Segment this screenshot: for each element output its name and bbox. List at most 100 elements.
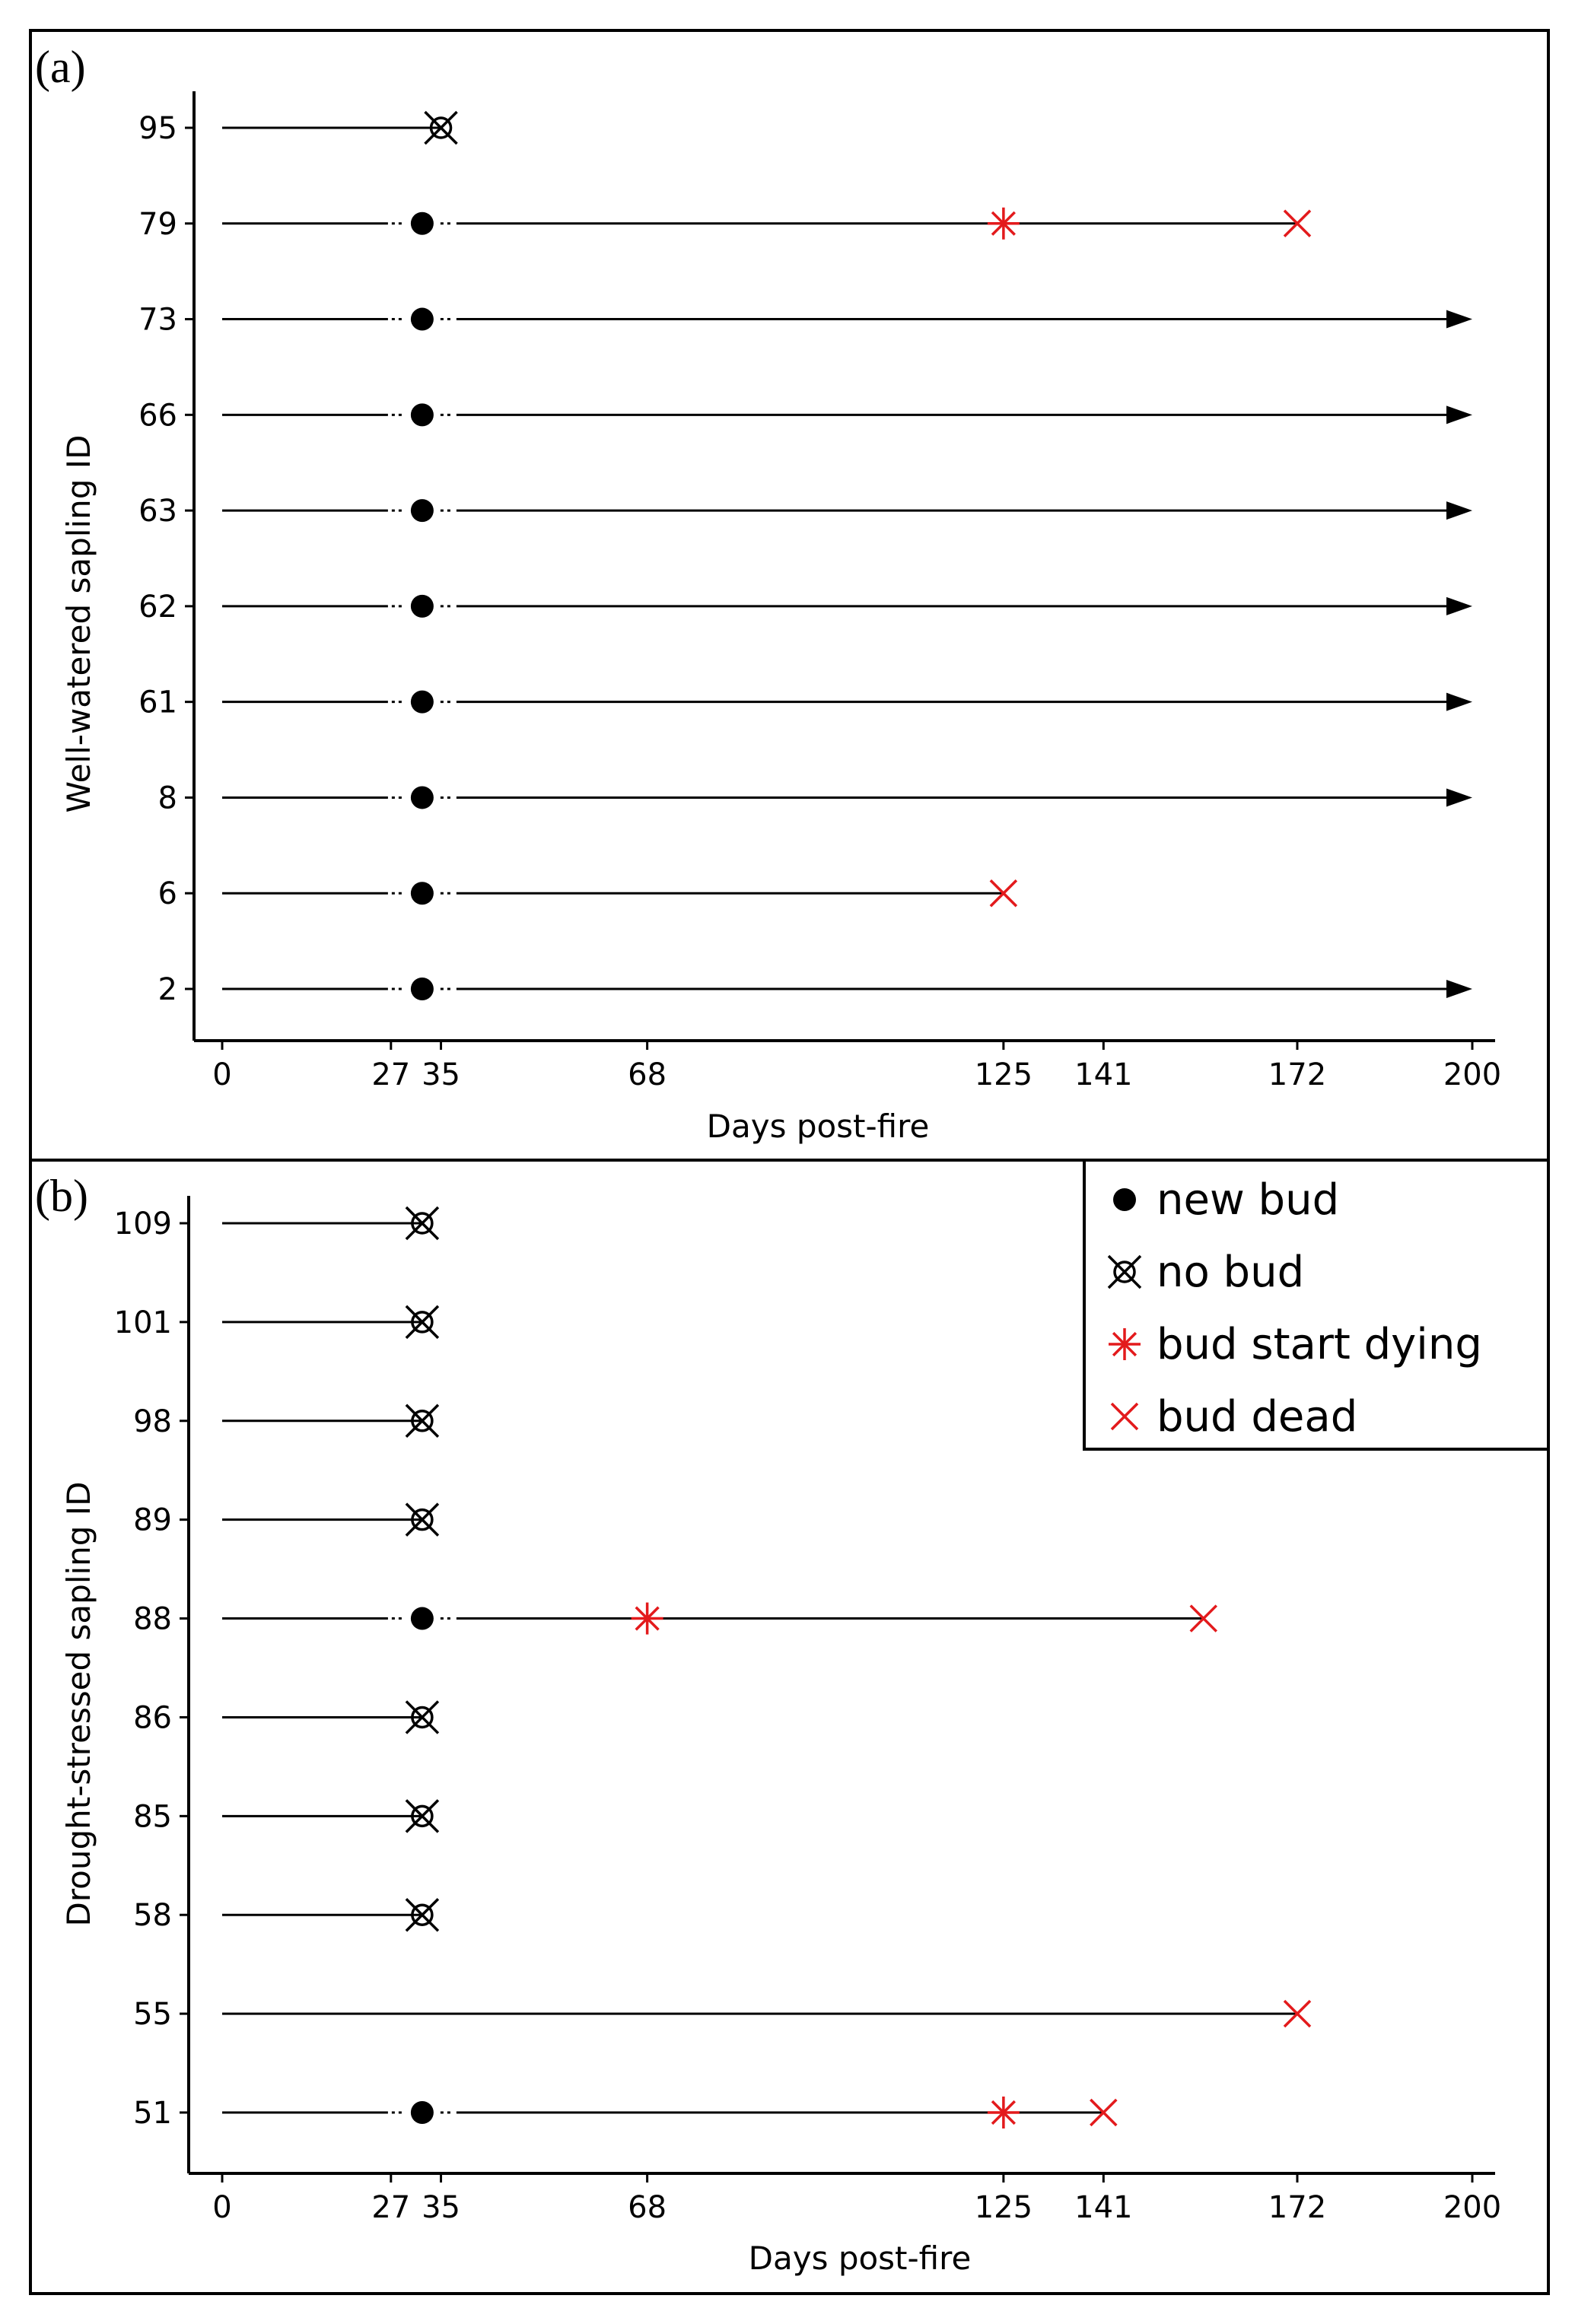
legend-item-no-bud: no bud	[1107, 1248, 1304, 1297]
panel-a-no-bud-marker	[424, 110, 458, 145]
panel-a-new-bud-marker	[410, 978, 434, 1000]
panel-b-frame	[29, 1159, 1550, 2295]
panel-a-x-tick-label: 200	[1443, 1057, 1501, 1092]
panel-a-new-bud-marker	[410, 307, 434, 331]
panel-b-sapling-row	[222, 1602, 1217, 1635]
panel-a-sapling-row	[222, 307, 1472, 331]
panel-a-arrowhead	[1446, 596, 1472, 615]
panel-b-sapling-row	[222, 1404, 440, 1439]
panel-b-y-tick-label: 85	[133, 1799, 172, 1834]
legend-item-new-bud: new bud	[1113, 1175, 1339, 1225]
panel-b-y-tick-label: 101	[114, 1305, 172, 1340]
panel-b-y-tick-label: 88	[133, 1602, 172, 1637]
legend-item-bud-start-dying: bud start dying	[1109, 1320, 1482, 1369]
panel-a-sapling-row	[222, 879, 1018, 908]
panel-b-sapling-row	[222, 1700, 440, 1734]
panel-a-y-tick-label: 95	[138, 111, 177, 146]
panel-b-bud-start-dying-marker	[987, 2097, 1020, 2128]
panel-b-y-tick-label: 109	[114, 1207, 172, 1241]
panel-a-bud-dead-marker	[1283, 209, 1312, 238]
panel-a-new-bud-marker	[410, 594, 434, 618]
panel-b-sapling-row	[222, 1897, 440, 1932]
legend-label: bud dead	[1157, 1392, 1357, 1442]
panel-b-y-tick-label: 58	[133, 1898, 172, 1933]
panel-a-sapling-row	[222, 403, 1472, 427]
panel-b-new-bud-marker	[410, 1607, 434, 1630]
legend-no-bud-marker	[1107, 1254, 1142, 1289]
panel-a-bud-dead-marker	[989, 879, 1018, 908]
panel-b-y-tick-label: 98	[133, 1404, 172, 1439]
panel-a-new-bud-marker	[410, 882, 434, 905]
panel-b-sapling-row	[222, 1206, 440, 1241]
legend-bud-start-dying-marker	[1109, 1328, 1141, 1360]
legend-bud-dead-marker	[1110, 1402, 1139, 1431]
panel-a-arrowhead	[1446, 405, 1472, 424]
panel-b-x-tick-label: 172	[1268, 2190, 1326, 2225]
panel-b-no-bud-marker	[405, 1502, 440, 1537]
panel-b-bud-dead-marker	[1090, 2098, 1118, 2127]
panel-a-label: (a)	[35, 42, 86, 92]
panel-a-y-tick-label: 8	[158, 780, 177, 815]
panel-a-sapling-row	[222, 594, 1472, 618]
legend: new bud no bud bud start dying bud dead	[1083, 1159, 1550, 1451]
panel-b-bud-dead-marker	[1283, 1999, 1312, 2028]
panel-b-x-tick-label: 0	[212, 2190, 231, 2225]
panel-b-no-bud-marker	[405, 1404, 440, 1439]
panel-b-no-bud-marker	[405, 1206, 440, 1241]
legend-item-bud-dead: bud dead	[1110, 1392, 1357, 1442]
panel-a-new-bud-marker	[410, 690, 434, 714]
panel-b-y-tick-label: 86	[133, 1700, 172, 1735]
panel-b-x-tick-label: 27	[371, 2190, 410, 2225]
legend-label: no bud	[1157, 1248, 1304, 1297]
panel-a-new-bud-marker	[410, 403, 434, 427]
panel-a-new-bud-marker	[410, 786, 434, 809]
panel-a-y-tick-label: 73	[138, 303, 177, 338]
panel-a-sapling-row	[222, 690, 1472, 714]
panel-a-arrowhead	[1446, 788, 1472, 807]
panel-a-y-tick-label: 79	[138, 207, 177, 242]
panel-a-arrowhead	[1446, 980, 1472, 998]
panel-b-y-tick-label: 55	[133, 1997, 172, 2032]
panel-a-x-tick-label: 68	[628, 1057, 667, 1092]
panel-a-sapling-row	[222, 786, 1472, 809]
panel-b-xlabel: Days post-fire	[749, 2240, 972, 2277]
panel-a-frame	[29, 29, 1550, 1162]
panel-a-sapling-row	[222, 978, 1472, 1000]
panel-a-arrowhead	[1446, 501, 1472, 520]
panel-b-label: (b)	[35, 1171, 88, 1221]
panel-a-x-tick-label: 0	[212, 1057, 231, 1092]
panel-a-x-tick-label: 141	[1074, 1057, 1132, 1092]
panel-a-y-tick-label: 66	[138, 398, 177, 433]
panel-b-new-bud-marker	[410, 2101, 434, 2124]
panel-b-sapling-row	[222, 1999, 1312, 2028]
legend-label: bud start dying	[1157, 1320, 1482, 1369]
panel-a-y-tick-label: 62	[138, 590, 177, 625]
panel-a-sapling-row	[222, 110, 458, 145]
panel-a-y-tick-label: 6	[158, 876, 177, 911]
panel-a-x-tick-label: 35	[422, 1057, 460, 1092]
panel-a-arrowhead	[1446, 692, 1472, 711]
panel-b-plot: 0 27 35 68 125 141 172 200 109 101 98 89 88 86 85 58 55 5…	[114, 1196, 1501, 2225]
legend-new-bud-marker	[1113, 1188, 1136, 1211]
panel-a-y-tick-label: 2	[158, 972, 177, 1007]
panel-a-x-tick-label: 27	[371, 1057, 410, 1092]
panel-a-x-tick-label: 172	[1268, 1057, 1326, 1092]
panel-b-y-tick-label: 89	[133, 1503, 172, 1538]
panel-a-sapling-row	[222, 207, 1312, 240]
panel-b-sapling-row	[222, 1502, 440, 1537]
panel-b-x-tick-label: 141	[1074, 2190, 1132, 2225]
panel-b-x-tick-label: 68	[628, 2190, 667, 2225]
panel-b-no-bud-marker	[405, 1897, 440, 1932]
panel-a-sapling-row	[222, 499, 1472, 523]
panel-a-bud-start-dying-marker	[987, 207, 1020, 240]
panel-b-no-bud-marker	[405, 1305, 440, 1340]
panel-b-no-bud-marker	[405, 1700, 440, 1734]
panel-b-x-tick-label: 35	[422, 2190, 460, 2225]
panel-b-x-tick-label: 200	[1443, 2190, 1501, 2225]
panel-b-sapling-row	[222, 1799, 440, 1833]
panel-b-bud-start-dying-marker	[631, 1602, 663, 1635]
panel-a-ylabel: Well-watered sapling ID	[60, 435, 97, 813]
panel-b-x-tick-label: 125	[975, 2190, 1032, 2225]
